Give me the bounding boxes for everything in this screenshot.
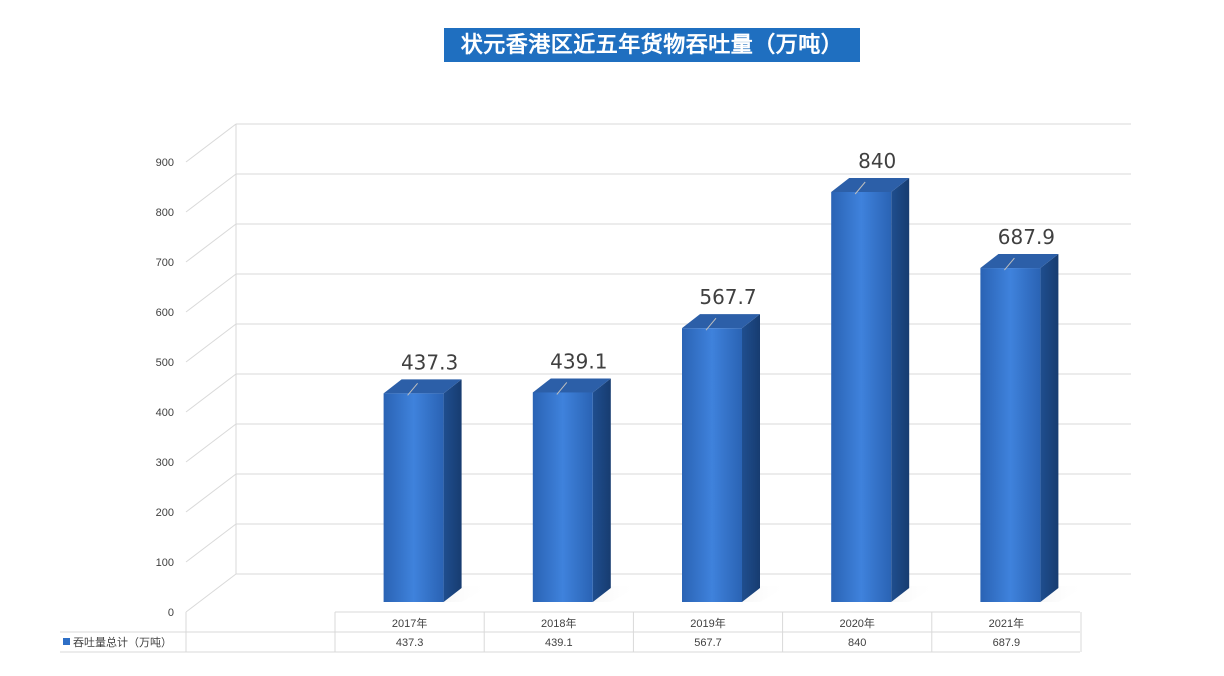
- y-axis-ticks: 0 100 200 300 400 500 600 700 800 900: [156, 157, 174, 619]
- y-tick-label: 200: [156, 507, 174, 519]
- bar-side: [742, 314, 760, 602]
- gridline-diagonal: [185, 373, 237, 413]
- gridline-diagonal: [185, 273, 237, 313]
- y-tick-label: 0: [168, 607, 174, 619]
- bar-2017年: [383, 379, 490, 602]
- bar-side: [443, 379, 462, 602]
- bar-front: [383, 393, 444, 602]
- y-tick-label: 500: [156, 357, 174, 369]
- bar-side: [1040, 254, 1059, 603]
- gridline-diagonal: [185, 323, 237, 363]
- data-label: 439.1: [550, 349, 607, 373]
- bar-top: [682, 314, 760, 329]
- gridline-diagonal: [185, 423, 237, 463]
- gridline-diagonal: [185, 123, 237, 163]
- data-label: 437.3: [401, 350, 458, 374]
- data-label-leader: [705, 317, 717, 331]
- data-label: 687.9: [998, 225, 1055, 249]
- gridline-diagonal: [185, 473, 237, 513]
- bar-2019年: [682, 314, 788, 602]
- bar-side: [592, 378, 611, 602]
- data-label: 567.7: [699, 285, 756, 309]
- chart-title: 状元香港区近五年货物吞吐量（万吨）: [444, 28, 860, 62]
- x-category-label: 2018年: [541, 616, 576, 630]
- legend-label: 吞吐量总计（万吨）: [73, 635, 172, 649]
- data-label-leader: [556, 382, 568, 395]
- data-table: 2017年 437.3 2018年 439.1 2019年 567.7 2020年 840 20…: [60, 611, 1082, 653]
- table-value: 437.3: [396, 637, 424, 649]
- bar-top: [831, 178, 910, 192]
- bar-2018年: [532, 378, 639, 602]
- table-value: 567.7: [694, 637, 722, 649]
- bar-side: [891, 178, 910, 602]
- x-category-label: 2017年: [392, 616, 427, 630]
- x-category-label: 2021年: [989, 616, 1024, 630]
- bar-front: [831, 192, 892, 602]
- legend-key: [63, 638, 70, 645]
- data-label: 840: [858, 149, 896, 173]
- bar-top: [532, 378, 611, 393]
- bar-front: [532, 392, 593, 602]
- data-label-leader: [1004, 257, 1015, 271]
- y-tick-label: 800: [156, 207, 174, 219]
- bar-2020年: [831, 178, 938, 602]
- y-tick-label: 100: [156, 557, 174, 569]
- y-tick-label: 400: [156, 407, 174, 419]
- data-label-leader: [407, 383, 418, 396]
- y-tick-label: 900: [156, 157, 174, 169]
- x-category-label: 2019年: [690, 616, 725, 630]
- bar-2021年: [980, 254, 1087, 603]
- y-tick-label: 600: [156, 307, 174, 319]
- gridline-diagonal: [185, 573, 237, 613]
- data-label-leader: [854, 181, 866, 195]
- table-value: 840: [848, 637, 866, 649]
- data-labels: 437.3 439.1 567.7 840 687.9: [401, 149, 1055, 396]
- gridline-diagonal: [185, 523, 237, 563]
- y-tick-label: 700: [156, 257, 174, 269]
- bars: [383, 178, 1087, 603]
- table-value: 687.9: [993, 637, 1021, 649]
- bar-top: [980, 254, 1059, 269]
- bar-top: [383, 379, 462, 394]
- table-value: 439.1: [545, 637, 573, 649]
- gridline-diagonal: [185, 223, 237, 263]
- gridline-diagonal: [185, 173, 237, 213]
- y-tick-label: 300: [156, 457, 174, 469]
- bar-front: [980, 268, 1041, 602]
- bar-front: [682, 328, 742, 602]
- x-category-label: 2020年: [839, 616, 874, 630]
